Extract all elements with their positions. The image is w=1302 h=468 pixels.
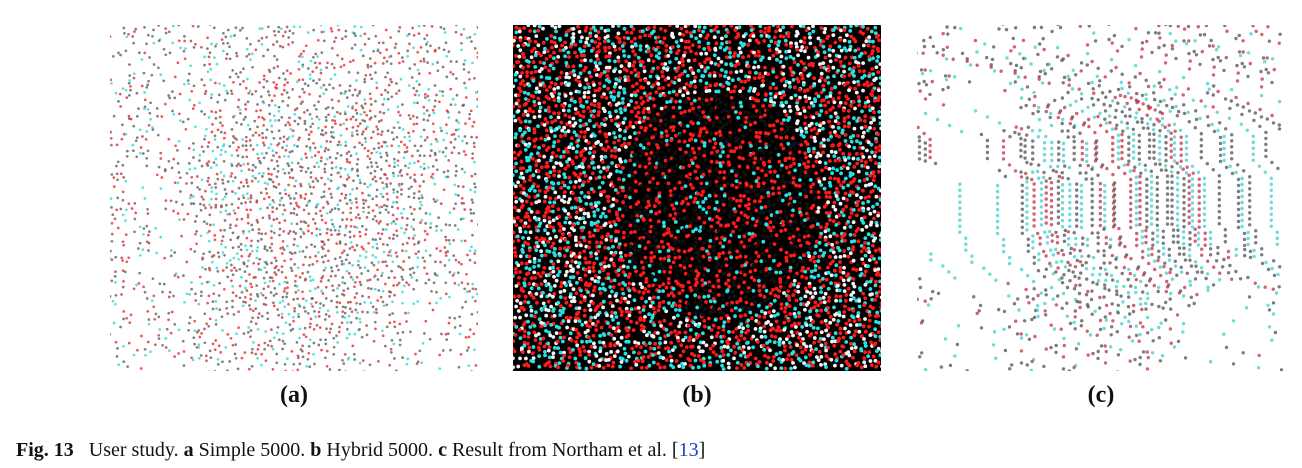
stipple-canvas-a xyxy=(110,25,478,371)
stipple-dots xyxy=(513,25,881,371)
figure-caption: Fig. 13 User study. a Simple 5000. b Hyb… xyxy=(16,438,705,462)
stipple-image-b xyxy=(513,25,881,371)
caption-key-b: b xyxy=(310,439,322,461)
caption-text-a: Simple 5000. xyxy=(198,439,306,461)
stipple-image-a xyxy=(110,25,478,371)
figure-number: Fig. 13 xyxy=(16,439,74,461)
subfigure-label-a: (a) xyxy=(280,382,308,408)
stipple-dots xyxy=(917,25,1284,371)
citation-link[interactable]: [13] xyxy=(671,439,706,461)
stipple-dots xyxy=(110,25,478,371)
caption-lead: User study. xyxy=(88,439,179,461)
stipple-image-c xyxy=(917,25,1285,371)
caption-key-a: a xyxy=(183,439,194,461)
caption-text-b: Hybrid 5000. xyxy=(326,439,434,461)
citation-number[interactable]: 13 xyxy=(678,439,699,461)
caption-text-c: Result from Northam et al. xyxy=(451,439,667,461)
caption-key-c: c xyxy=(438,439,447,461)
subfigure-label-b: (b) xyxy=(682,382,712,408)
stipple-canvas-c xyxy=(917,25,1285,371)
subfigure-label-c: (c) xyxy=(1087,382,1115,408)
stipple-canvas-b xyxy=(513,25,881,371)
